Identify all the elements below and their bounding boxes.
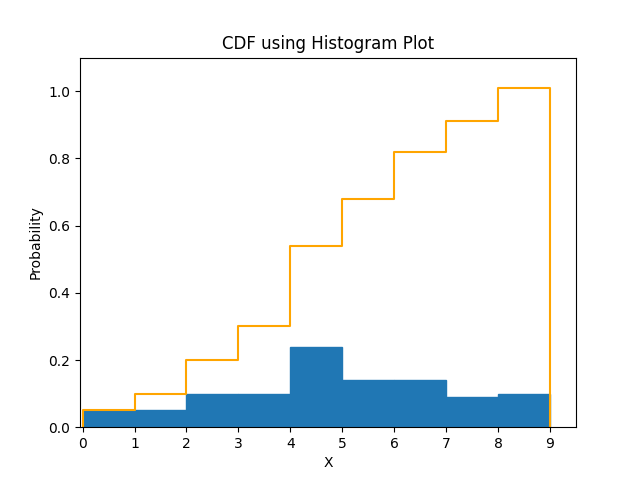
Bar <box>342 380 394 427</box>
Bar <box>291 347 342 427</box>
X-axis label: X: X <box>323 456 333 470</box>
Bar <box>394 380 446 427</box>
Bar <box>498 394 550 427</box>
Bar <box>83 410 134 427</box>
Bar <box>134 410 186 427</box>
Bar <box>446 397 498 427</box>
Bar <box>186 394 239 427</box>
Bar <box>239 394 291 427</box>
Title: CDF using Histogram Plot: CDF using Histogram Plot <box>222 35 434 53</box>
Y-axis label: Probability: Probability <box>29 205 43 279</box>
